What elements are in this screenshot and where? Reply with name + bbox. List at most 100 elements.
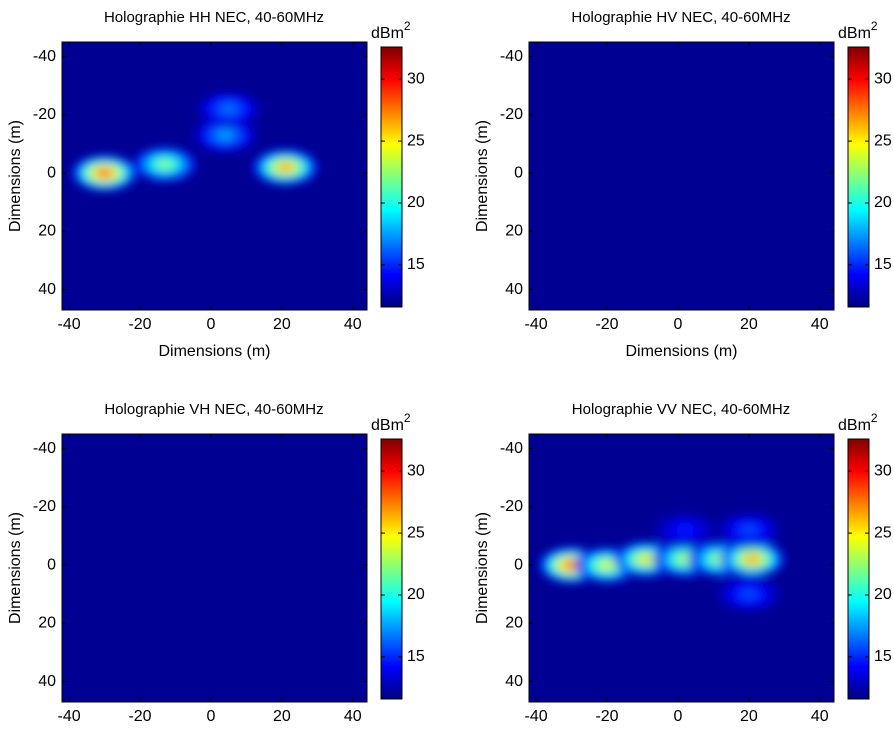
heatmap-background <box>62 434 367 702</box>
y-tick-label: -40 <box>33 48 56 65</box>
x-tick-label: -20 <box>128 708 151 725</box>
colorbar-tick-label: 30 <box>407 462 425 479</box>
y-axis-label: Dimensions (m) <box>474 120 491 232</box>
colorbar-tick-label: 20 <box>874 586 892 603</box>
y-tick-label: 40 <box>505 281 523 298</box>
x-tick-label: -40 <box>525 708 548 725</box>
colorbar-label: dBm2 <box>371 19 411 42</box>
y-axis-label: Dimensions (m) <box>7 512 24 624</box>
x-tick-label: 40 <box>344 316 362 333</box>
colorbar-tick-label: 25 <box>407 524 425 541</box>
y-tick-label: -20 <box>500 106 523 123</box>
x-tick-label: 20 <box>740 708 758 725</box>
colorbar-label-sup: 2 <box>871 411 878 425</box>
x-tick-label: 0 <box>207 708 216 725</box>
colorbar-tick-label: 15 <box>874 648 892 665</box>
plot-frame <box>528 41 835 311</box>
chart-title: Holographie HH NEC, 40-60MHz <box>104 9 324 26</box>
hotspots <box>72 91 318 191</box>
y-axis-label: Dimensions (m) <box>474 512 491 624</box>
colorbar-tick-label: 25 <box>874 524 892 541</box>
colorbar-label-base: dBm <box>371 417 404 434</box>
hotspot <box>716 512 781 548</box>
colorbar-tick-label: 30 <box>874 462 892 479</box>
colorbar-tick-label: 15 <box>874 256 892 273</box>
y-tick-label: 0 <box>514 164 523 181</box>
colorbar-tick-label: 20 <box>874 194 892 211</box>
y-tick-label: -20 <box>500 498 523 515</box>
colorbar-tick-label: 25 <box>407 132 425 149</box>
hotspot-ring <box>566 562 577 568</box>
x-tick-label: 20 <box>740 316 758 333</box>
hotspot-ring <box>744 591 754 597</box>
hotspot-ring <box>680 527 690 533</box>
y-tick-label: -40 <box>33 440 56 457</box>
y-tick-label: -40 <box>500 440 523 457</box>
colorbar-label-sup: 2 <box>871 19 878 33</box>
x-axis-label: Dimensions (m) <box>158 343 270 360</box>
x-tick-label: 0 <box>674 708 683 725</box>
colorbar-tick-label: 20 <box>407 586 425 603</box>
y-tick-label: 20 <box>505 615 523 632</box>
x-tick-label: -40 <box>58 708 81 725</box>
hotspot <box>196 91 261 127</box>
hotspots <box>539 512 785 612</box>
chart-title: Holographie VH NEC, 40-60MHz <box>104 401 323 418</box>
y-tick-label: -40 <box>500 48 523 65</box>
y-tick-label: 20 <box>38 223 56 240</box>
colorbar-label: dBm2 <box>838 19 878 42</box>
y-tick-label: -20 <box>33 498 56 515</box>
hotspot-ring <box>224 106 234 112</box>
x-tick-label: 20 <box>273 708 291 725</box>
y-axis-label: Dimensions (m) <box>7 120 24 232</box>
plot-frame <box>528 433 835 703</box>
plot-frame <box>61 433 368 703</box>
y-tick-label: 20 <box>38 615 56 632</box>
hotspot-ring <box>160 161 170 167</box>
y-tick-label: 0 <box>514 556 523 573</box>
x-tick-label: -20 <box>595 708 618 725</box>
x-tick-label: 40 <box>811 708 829 725</box>
colorbar <box>847 46 870 308</box>
hotspot-ring <box>99 170 110 176</box>
hotspot-ring <box>747 556 757 562</box>
colorbar-label-sup: 2 <box>404 19 411 33</box>
hotspot-ring <box>602 562 612 568</box>
hotspot <box>653 512 717 548</box>
y-tick-label: 20 <box>505 223 523 240</box>
colorbar-tick-label: 30 <box>874 70 892 87</box>
hotspot <box>253 149 318 185</box>
hotspot <box>193 117 258 153</box>
chart-title: Holographie HV NEC, 40-60MHz <box>571 9 790 26</box>
hotspot-ring <box>220 132 230 138</box>
hotspot <box>720 541 785 577</box>
x-tick-label: 40 <box>344 708 362 725</box>
colorbar-tick-label: 25 <box>874 132 892 149</box>
x-axis-label: Dimensions (m) <box>625 343 737 360</box>
hotspot <box>716 576 781 612</box>
colorbar-label: dBm2 <box>838 411 878 434</box>
colorbar-label: dBm2 <box>371 411 411 434</box>
colorbar-tick-label: 20 <box>407 194 425 211</box>
colorbar-tick-label: 15 <box>407 256 425 273</box>
x-tick-label: 40 <box>811 316 829 333</box>
x-tick-label: -20 <box>595 316 618 333</box>
heatmap-background <box>529 42 834 310</box>
y-tick-label: 0 <box>47 164 56 181</box>
x-tick-label: -40 <box>525 316 548 333</box>
colorbar-tick-label: 15 <box>407 648 425 665</box>
colorbar <box>380 438 403 700</box>
y-tick-label: 40 <box>505 673 523 690</box>
colorbar-label-base: dBm <box>371 25 404 42</box>
colorbar <box>847 438 870 700</box>
y-tick-label: 40 <box>38 281 56 298</box>
colorbar-label-base: dBm <box>838 25 871 42</box>
hotspot-ring <box>680 556 690 562</box>
hotspot <box>72 155 137 191</box>
colorbar-tick-label: 30 <box>407 70 425 87</box>
